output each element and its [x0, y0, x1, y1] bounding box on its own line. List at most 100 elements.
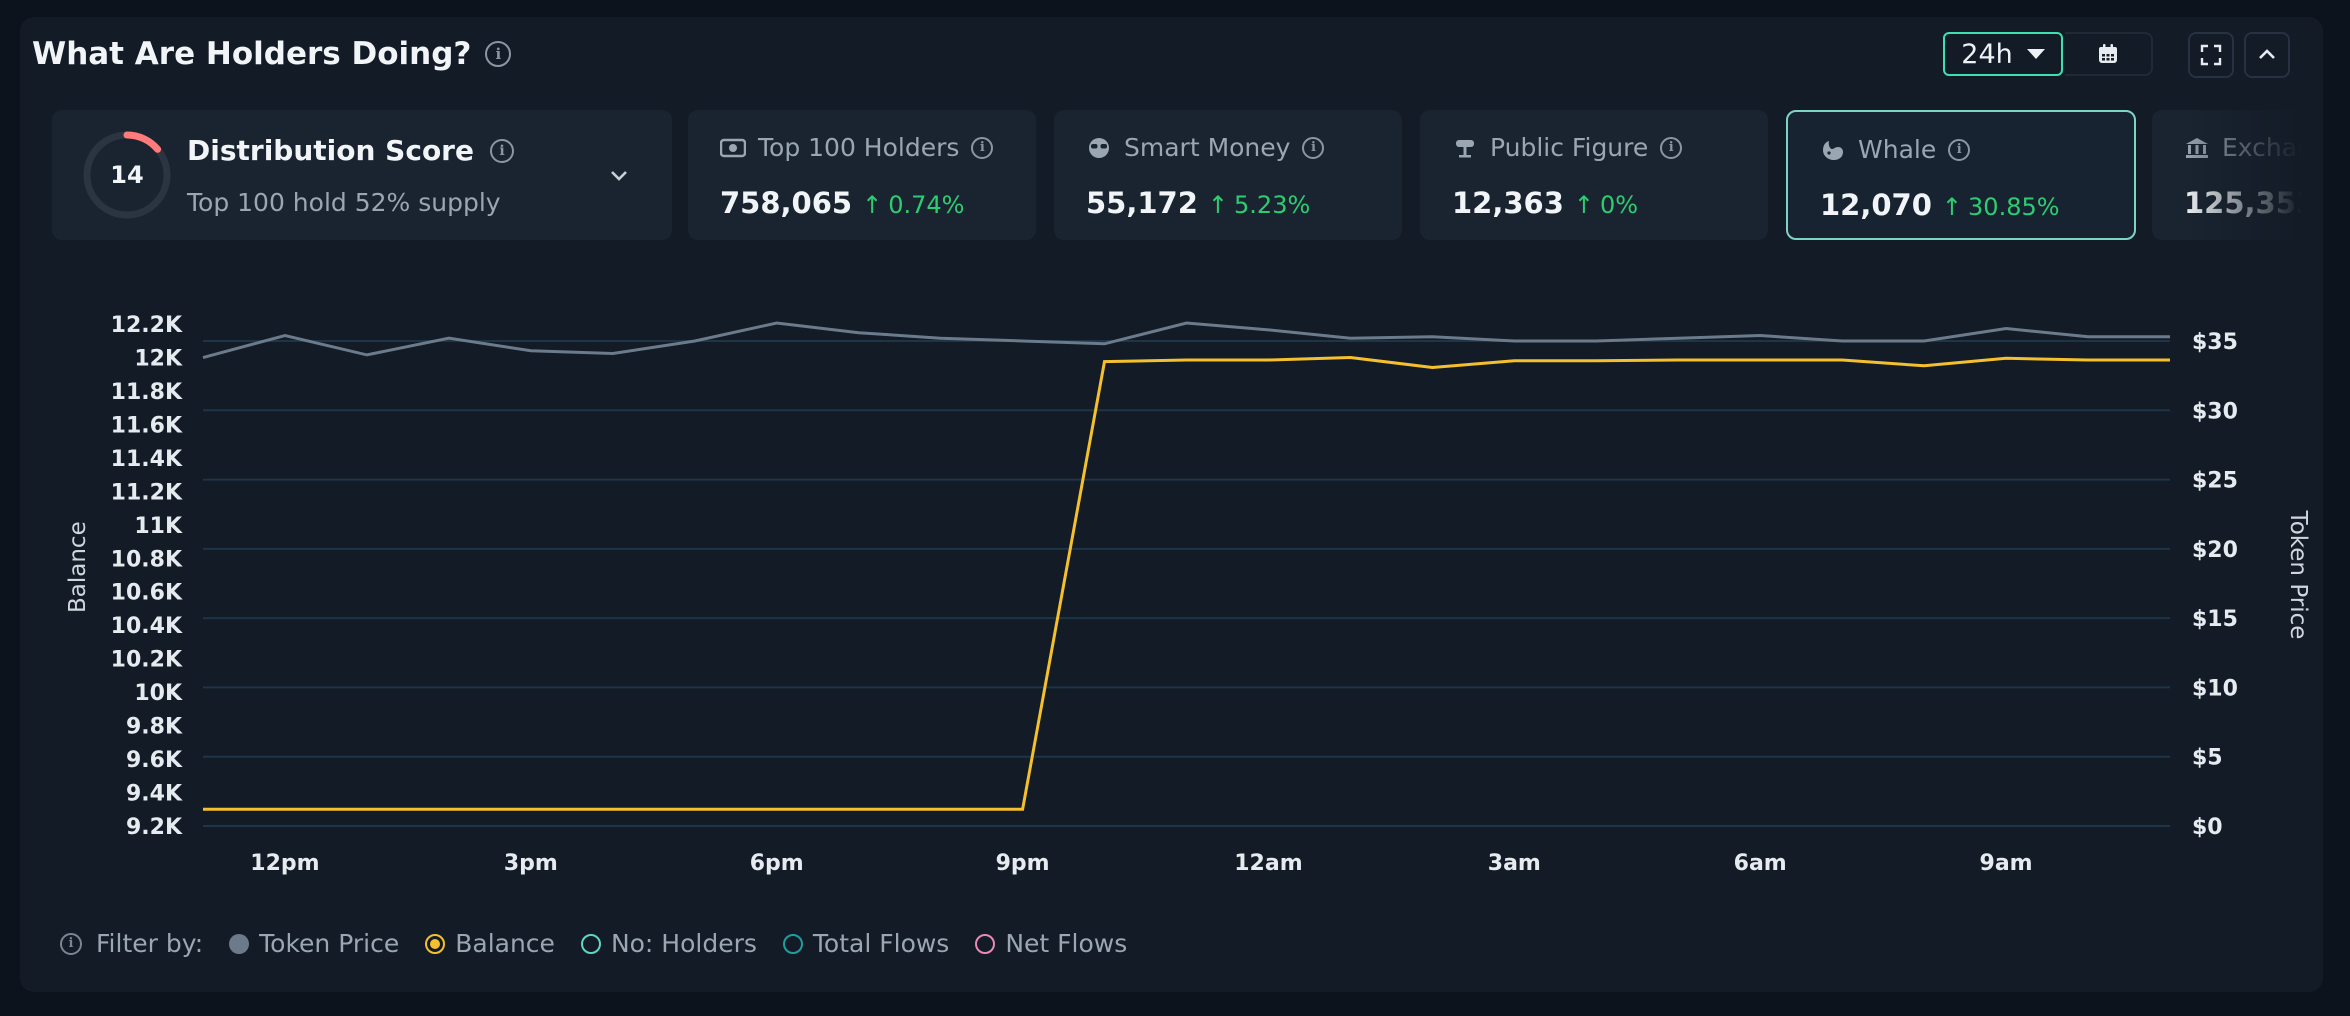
card-label: Whale — [1858, 135, 1937, 164]
y-tick-label-left: 10.4K — [111, 614, 183, 639]
x-tick-label: 9pm — [996, 851, 1050, 876]
y-tick-label-left: 10.2K — [111, 648, 183, 673]
filter-total-flows[interactable]: Total Flows — [782, 929, 950, 958]
distribution-title-row: Distribution Score i — [187, 134, 514, 167]
y-tick-label-left: 11.8K — [111, 380, 183, 405]
y-tick-label-left: 9.8K — [126, 715, 183, 740]
distribution-subtitle: Top 100 hold 52% supply — [187, 188, 501, 217]
panel-header: What Are Holders Doing? i — [32, 36, 512, 72]
y-tick-label-right: $25 — [2192, 469, 2238, 494]
info-icon[interactable]: i — [1302, 136, 1325, 159]
x-tick-label: 12am — [1234, 851, 1302, 876]
info-icon[interactable]: i — [1660, 136, 1683, 159]
legend-dot — [229, 933, 250, 954]
score-value: 14 — [110, 161, 144, 189]
calendar-button[interactable] — [2065, 32, 2153, 76]
filter-net-flows[interactable]: Net Flows — [975, 929, 1127, 958]
time-range-value: 24h — [1961, 38, 2013, 70]
x-tick-label: 6am — [1734, 851, 1787, 876]
filter-balance[interactable]: Balance — [425, 929, 555, 958]
x-tick-label: 3am — [1488, 851, 1541, 876]
y-tick-label-left: 10.6K — [111, 581, 183, 606]
y-tick-label-left: 12K — [134, 346, 183, 371]
score-ring — [83, 131, 171, 219]
y-axis-right-title: Token Price — [2285, 510, 2311, 640]
y-axis-right: $35 $30 $25 $20 $15 $10 $5 $0 — [2192, 330, 2238, 840]
legend-dot — [975, 933, 996, 954]
y-tick-label-right: $15 — [2192, 607, 2238, 632]
card-label: Smart Money — [1124, 133, 1291, 162]
card-change: 30.85% — [1968, 193, 2060, 221]
y-axis-left: 12.2K 12K 11.8K 11.6K 11.4K 11.2K 11K 10.8K 10.6… — [111, 313, 183, 840]
card-smart-money[interactable]: Smart Money i 55,172 ↑ 5.23% — [1054, 110, 1402, 240]
card-whale[interactable]: Whale i 12,070 ↑ 30.85% — [1786, 110, 2136, 240]
card-top-100-holders[interactable]: Top 100 Holders i 758,065 ↑ 0.74% — [688, 110, 1036, 240]
y-tick-label-left: 10K — [134, 681, 183, 706]
collapse-button[interactable] — [2244, 32, 2290, 78]
legend-dot — [580, 933, 601, 954]
fullscreen-button[interactable] — [2188, 32, 2234, 78]
y-tick-label-left: 9.6K — [126, 748, 183, 773]
legend-label: No: Holders — [610, 929, 757, 958]
card-public-figure[interactable]: Public Figure i 12,363 ↑ 0% — [1420, 110, 1768, 240]
y-tick-label-left: 12.2K — [111, 313, 183, 338]
legend-label: Balance — [455, 929, 555, 958]
chart-grid — [203, 340, 2170, 827]
card-label: Top 100 Holders — [758, 133, 960, 162]
whale-icon — [1823, 140, 1843, 160]
arrow-up-icon: ↑ — [1573, 191, 1595, 219]
info-icon[interactable]: i — [1948, 138, 1971, 161]
card-change: 0.74% — [888, 191, 965, 219]
y-axis-left-title: Balance — [65, 521, 91, 613]
page-title: What Are Holders Doing? — [32, 36, 472, 72]
y-tick-label-left: 10.8K — [111, 547, 183, 572]
legend-label: Token Price — [259, 929, 400, 958]
y-tick-label-left: 9.2K — [126, 815, 183, 840]
expand-icon — [2200, 44, 2222, 66]
card-exchange[interactable]: Exchange 125,353 — [2152, 110, 2302, 240]
series-line-balance — [203, 355, 2170, 811]
card-value: 758,065 — [720, 186, 853, 220]
card-change: 5.23% — [1234, 191, 1311, 219]
arrow-up-icon: ↑ — [1207, 191, 1229, 219]
info-icon[interactable]: i — [60, 932, 82, 955]
distribution-title: Distribution Score — [187, 134, 474, 167]
info-icon[interactable]: i — [971, 136, 994, 159]
series-line-token-price — [202, 321, 2170, 360]
card-value: 12,363 — [1452, 186, 1564, 220]
calendar-icon — [2099, 44, 2117, 63]
legend-label: Net Flows — [1005, 929, 1128, 958]
y-tick-label-left: 11.4K — [111, 447, 183, 472]
chevron-up-icon — [2259, 49, 2275, 59]
legend-dot — [782, 933, 803, 954]
x-tick-label: 3pm — [504, 851, 558, 876]
y-tick-label-right: $0 — [2192, 815, 2223, 840]
x-tick-label: 6pm — [750, 851, 804, 876]
info-icon[interactable]: i — [485, 41, 512, 67]
legend-label: Total Flows — [812, 929, 950, 958]
filter-no-holders[interactable]: No: Holders — [580, 929, 757, 958]
x-tick-label: 9am — [1980, 851, 2033, 876]
filter-label: Filter by: — [96, 929, 204, 958]
sunglasses-icon — [1089, 137, 1109, 158]
distribution-score-card[interactable]: 14 Distribution Score i Top 100 hold 52%… — [52, 110, 672, 240]
card-change: 0% — [1600, 191, 1639, 219]
y-tick-label-right: $5 — [2192, 746, 2223, 771]
filter-token-price[interactable]: Token Price — [229, 929, 399, 958]
caret-down-icon — [2026, 49, 2045, 59]
y-tick-label-right: $30 — [2192, 399, 2238, 424]
time-range-select[interactable]: 24h — [1943, 32, 2063, 76]
card-value: 12,070 — [1820, 188, 1932, 222]
arrow-up-icon: ↑ — [862, 191, 883, 219]
chevron-down-icon[interactable] — [607, 164, 631, 188]
x-axis: 12pm 3pm 6pm 9pm 12am 3am 6am 9am — [250, 851, 2032, 876]
arrow-up-icon: ↑ — [1941, 193, 1963, 221]
y-tick-label-left: 11K — [134, 514, 183, 539]
y-tick-label-left: 11.2K — [111, 480, 183, 505]
x-tick-label: 12pm — [250, 851, 319, 876]
y-tick-label-right: $35 — [2192, 330, 2238, 355]
y-tick-label-left: 11.6K — [111, 413, 183, 438]
info-icon[interactable]: i — [489, 138, 514, 163]
card-label: Public Figure — [1490, 133, 1649, 162]
